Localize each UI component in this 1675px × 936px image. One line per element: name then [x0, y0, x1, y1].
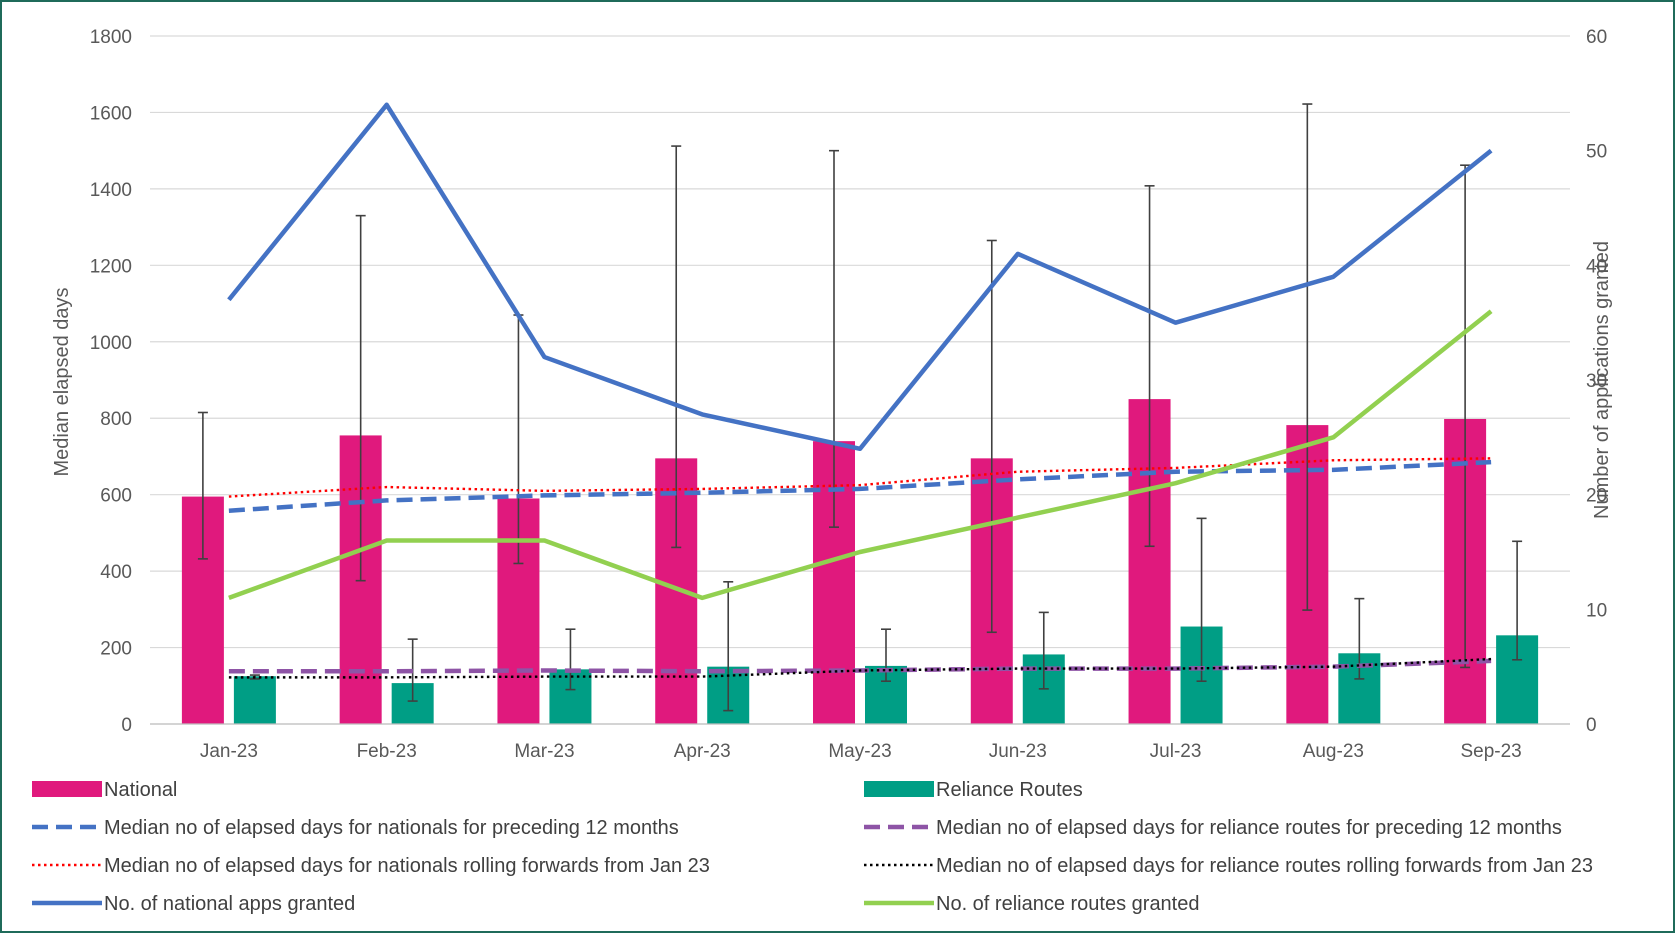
x-tick-label: Mar-23	[514, 741, 574, 762]
legend-label: No. of national apps granted	[104, 893, 355, 915]
x-tick-label: May-23	[828, 741, 891, 762]
y2-axis-title: Number of applications granted	[1591, 241, 1613, 519]
legend-label: Median no of elapsed days for reliance r…	[936, 817, 1562, 839]
x-tick-label: Apr-23	[674, 741, 731, 762]
y2-tick-label: 50	[1586, 142, 1607, 163]
legend-label: Median no of elapsed days for nationals …	[104, 855, 710, 877]
gridlines	[150, 35, 1570, 725]
y2-tick-label: 60	[1586, 27, 1607, 48]
y-axis-title: Median elapsed days	[51, 287, 73, 476]
y2-tick-label: 10	[1586, 600, 1607, 621]
legend-label: Median no of elapsed days for reliance r…	[936, 855, 1593, 877]
x-tick-label: Jan-23	[200, 741, 258, 762]
y-tick-label: 600	[100, 486, 132, 507]
legend-label: National	[104, 779, 177, 801]
y-tick-label: 1600	[90, 103, 132, 124]
legend-swatch	[32, 781, 102, 797]
legend-swatch	[864, 781, 934, 797]
x-tick-label: Feb-23	[357, 741, 417, 762]
series-line-1	[228, 459, 1492, 513]
y-tick-label: 1800	[90, 27, 132, 48]
series-lines	[227, 102, 1493, 679]
bar-reliance-routes	[233, 676, 276, 724]
legend-label: Median no of elapsed days for nationals …	[104, 817, 679, 839]
y2-tick-label: 0	[1586, 715, 1597, 736]
y2-tick-label: 20	[1586, 486, 1607, 507]
series-line-2	[228, 457, 1492, 498]
y-tick-label: 1400	[90, 180, 132, 201]
y-tick-label: 200	[100, 639, 132, 660]
y-tick-label: 800	[100, 409, 132, 430]
y-tick-label: 1000	[90, 333, 132, 354]
series-line-6	[228, 309, 1493, 601]
y2-tick-label: 40	[1586, 256, 1607, 277]
series-line-5	[227, 102, 1493, 452]
y2-tick-label: 30	[1586, 371, 1607, 392]
series-line-4	[228, 657, 1492, 679]
x-tick-label: Sep-23	[1460, 741, 1521, 762]
y-tick-label: 1200	[90, 256, 132, 277]
legend: National Reliance Routes Median no of elap…	[32, 779, 1593, 915]
x-tick-label: Jul-23	[1150, 741, 1202, 762]
legend-label: Reliance Routes	[936, 779, 1083, 801]
axes: 0 200 400 600 800 1000 1200 1400 1600 1800 0 10 20 30…	[90, 27, 1607, 762]
x-tick-label: Aug-23	[1303, 741, 1364, 762]
legend-label: No. of reliance routes granted	[936, 893, 1200, 915]
y-tick-label: 0	[121, 715, 132, 736]
error-bars	[197, 103, 1523, 712]
x-tick-label: Jun-23	[989, 741, 1047, 762]
y-tick-label: 400	[100, 562, 132, 583]
